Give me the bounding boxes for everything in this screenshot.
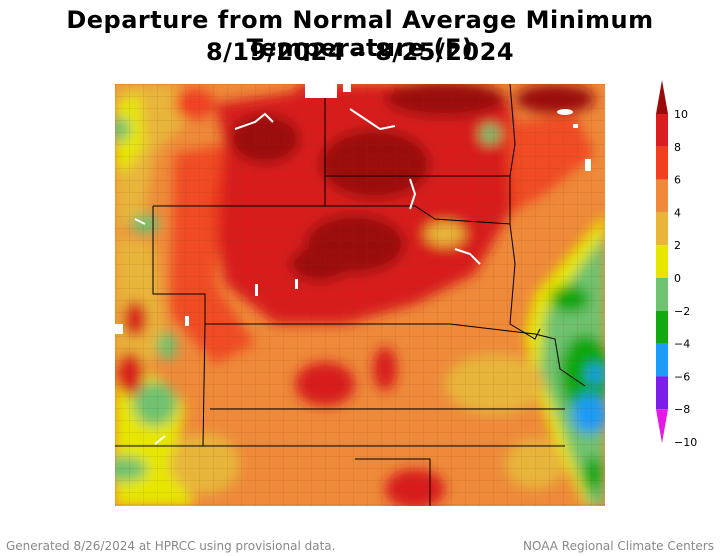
legend-swatch-2_to_4	[656, 179, 668, 213]
footer-credit: NOAA Regional Climate Centers	[523, 539, 714, 553]
lakes-rivers	[134, 108, 481, 445]
legend-tick-label: −4	[674, 338, 690, 351]
missing-data-areas	[115, 84, 591, 334]
footer-generated-note: Generated 8/26/2024 at HPRCC using provi…	[6, 539, 336, 553]
legend-tick-label: 10	[674, 108, 688, 121]
legend-tick-label: 0	[674, 272, 681, 285]
legend-tick-label: −10	[674, 436, 697, 449]
map-date-range: 8/19/2024 – 8/25/2024	[205, 38, 515, 66]
state-borders	[115, 84, 586, 506]
temperature-departure-map	[115, 84, 605, 506]
legend-tick-label: −8	[674, 403, 690, 416]
map-canvas	[115, 84, 605, 506]
legend-swatch-neg6_to_neg4	[656, 310, 668, 344]
legend-tick-label: 8	[674, 141, 681, 154]
legend-swatch-below-neg10	[656, 409, 668, 444]
county-lines	[115, 84, 605, 506]
color-legend: 10 8 6 4 2 0 −2 −4 −6 −8 −10	[640, 80, 720, 480]
legend-swatch-neg4_to_neg2	[656, 278, 668, 311]
legend-swatch-0_to_2	[656, 212, 668, 246]
legend-tick-label: −2	[674, 305, 690, 318]
legend-tick-label: 4	[674, 206, 681, 219]
legend-ticks: 10 8 6 4 2 0 −2 −4 −6 −8 −10	[674, 108, 697, 449]
legend-tick-label: −6	[674, 370, 690, 383]
legend-tick-label: 2	[674, 239, 681, 252]
legend-swatch-4_to_6	[656, 146, 668, 180]
legend-tick-label: 6	[674, 174, 681, 187]
legend-swatch-6_to_8	[656, 114, 668, 147]
legend-swatch-neg8_to_neg6	[656, 343, 668, 377]
legend-swatch-above-10	[656, 80, 668, 114]
legend-swatches	[656, 80, 668, 444]
map-title: Departure from Normal Average Minimum Te…	[66, 6, 654, 62]
legend-swatch-neg10_to_neg8	[656, 376, 668, 410]
legend-swatch-neg2_to_0	[656, 245, 668, 278]
